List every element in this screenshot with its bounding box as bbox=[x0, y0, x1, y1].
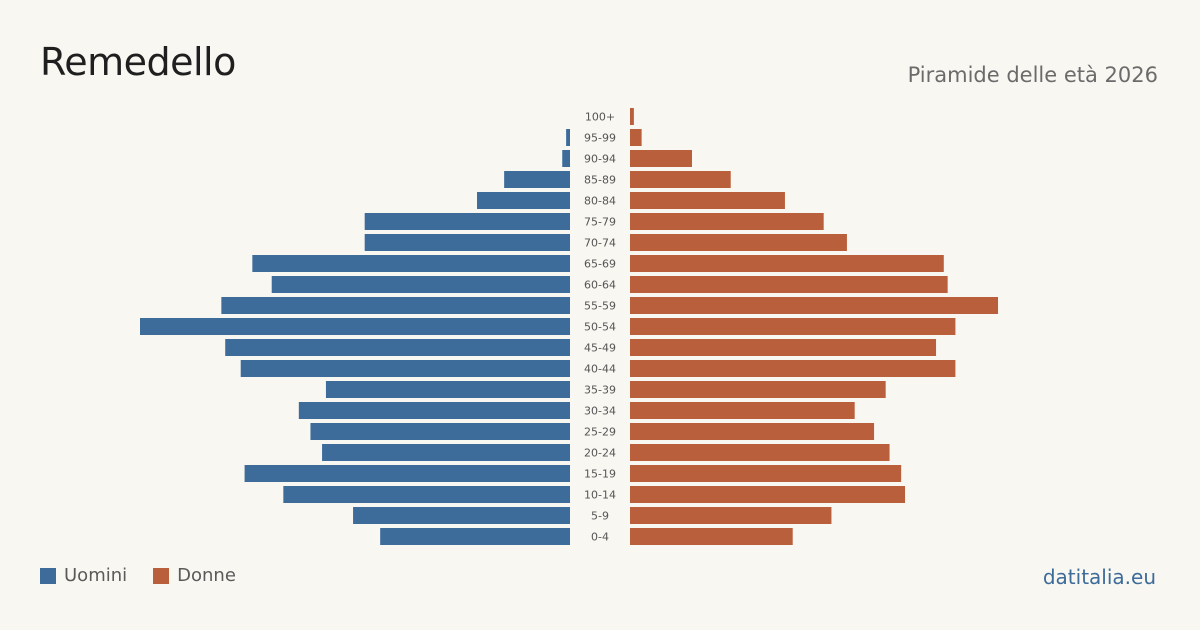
bar-women-50-54 bbox=[630, 318, 956, 335]
bar-women-5-9 bbox=[630, 507, 832, 524]
age-label-80-84: 80-84 bbox=[584, 195, 616, 208]
age-label-0-4: 0-4 bbox=[591, 531, 609, 544]
age-label-60-64: 60-64 bbox=[584, 279, 616, 292]
bar-women-60-64 bbox=[630, 276, 948, 293]
bar-women-30-34 bbox=[630, 402, 855, 419]
age-label-25-29: 25-29 bbox=[584, 426, 616, 439]
bar-women-40-44 bbox=[630, 360, 956, 377]
age-label-10-14: 10-14 bbox=[584, 489, 616, 502]
bar-men-85-89 bbox=[504, 171, 570, 188]
bar-women-100+ bbox=[630, 108, 634, 125]
bar-women-85-89 bbox=[630, 171, 731, 188]
age-label-50-54: 50-54 bbox=[584, 321, 616, 334]
bar-men-70-74 bbox=[364, 234, 570, 251]
bar-men-50-54 bbox=[140, 318, 570, 335]
age-label-20-24: 20-24 bbox=[584, 447, 616, 460]
legend-label-women: Donne bbox=[177, 565, 236, 586]
bar-women-35-39 bbox=[630, 381, 886, 398]
age-label-65-69: 65-69 bbox=[584, 258, 616, 271]
bar-men-25-29 bbox=[310, 423, 570, 440]
bar-women-25-29 bbox=[630, 423, 875, 440]
bar-women-75-79 bbox=[630, 213, 824, 230]
age-label-75-79: 75-79 bbox=[584, 216, 616, 229]
bar-women-70-74 bbox=[630, 234, 847, 251]
bar-men-90-94 bbox=[562, 150, 570, 167]
bar-men-65-69 bbox=[252, 255, 570, 272]
age-label-30-34: 30-34 bbox=[584, 405, 616, 418]
bar-men-35-39 bbox=[325, 381, 570, 398]
legend: Uomini Donne bbox=[40, 565, 262, 586]
bar-women-65-69 bbox=[630, 255, 944, 272]
legend-item-women: Donne bbox=[153, 565, 236, 586]
bar-men-20-24 bbox=[322, 444, 570, 461]
legend-label-men: Uomini bbox=[64, 565, 128, 586]
age-label-70-74: 70-74 bbox=[584, 237, 616, 250]
bar-men-30-34 bbox=[298, 402, 570, 419]
legend-item-men: Uomini bbox=[40, 565, 127, 586]
bar-men-60-64 bbox=[271, 276, 570, 293]
bar-men-80-84 bbox=[477, 192, 570, 209]
source-link[interactable]: datitalia.eu bbox=[1042, 565, 1156, 589]
bar-men-95-99 bbox=[566, 129, 570, 146]
age-label-85-89: 85-89 bbox=[584, 174, 616, 187]
bar-men-45-49 bbox=[225, 339, 570, 356]
bar-men-10-14 bbox=[283, 486, 570, 503]
legend-swatch-women bbox=[153, 567, 170, 584]
bar-women-0-4 bbox=[630, 528, 793, 545]
bar-women-95-99 bbox=[630, 129, 642, 146]
age-label-5-9: 5-9 bbox=[591, 510, 609, 523]
page-title: Remedello bbox=[40, 40, 236, 84]
bar-men-15-19 bbox=[244, 465, 570, 482]
age-label-100+: 100+ bbox=[585, 111, 615, 124]
bar-women-45-49 bbox=[630, 339, 937, 356]
age-label-40-44: 40-44 bbox=[584, 363, 616, 376]
bar-women-15-19 bbox=[630, 465, 902, 482]
bar-men-5-9 bbox=[353, 507, 570, 524]
bar-women-55-59 bbox=[630, 297, 999, 314]
bar-women-80-84 bbox=[630, 192, 785, 209]
age-label-35-39: 35-39 bbox=[584, 384, 616, 397]
bar-men-75-79 bbox=[364, 213, 570, 230]
bar-women-90-94 bbox=[630, 150, 692, 167]
bar-women-10-14 bbox=[630, 486, 906, 503]
chart-subtitle: Piramide delle età 2026 bbox=[907, 63, 1158, 87]
bar-men-55-59 bbox=[221, 297, 570, 314]
legend-swatch-men bbox=[40, 567, 56, 584]
age-label-90-94: 90-94 bbox=[584, 153, 616, 166]
age-label-45-49: 45-49 bbox=[584, 342, 616, 355]
bar-men-0-4 bbox=[380, 528, 570, 545]
age-label-15-19: 15-19 bbox=[584, 468, 616, 481]
age-label-55-59: 55-59 bbox=[584, 300, 616, 313]
age-label-95-99: 95-99 bbox=[584, 132, 616, 145]
bar-women-20-24 bbox=[630, 444, 890, 461]
bar-men-40-44 bbox=[240, 360, 571, 377]
